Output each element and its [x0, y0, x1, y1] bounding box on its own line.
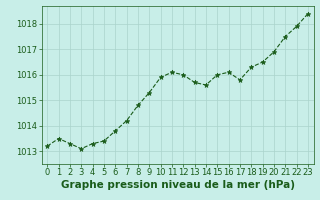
X-axis label: Graphe pression niveau de la mer (hPa): Graphe pression niveau de la mer (hPa) [60, 180, 295, 190]
